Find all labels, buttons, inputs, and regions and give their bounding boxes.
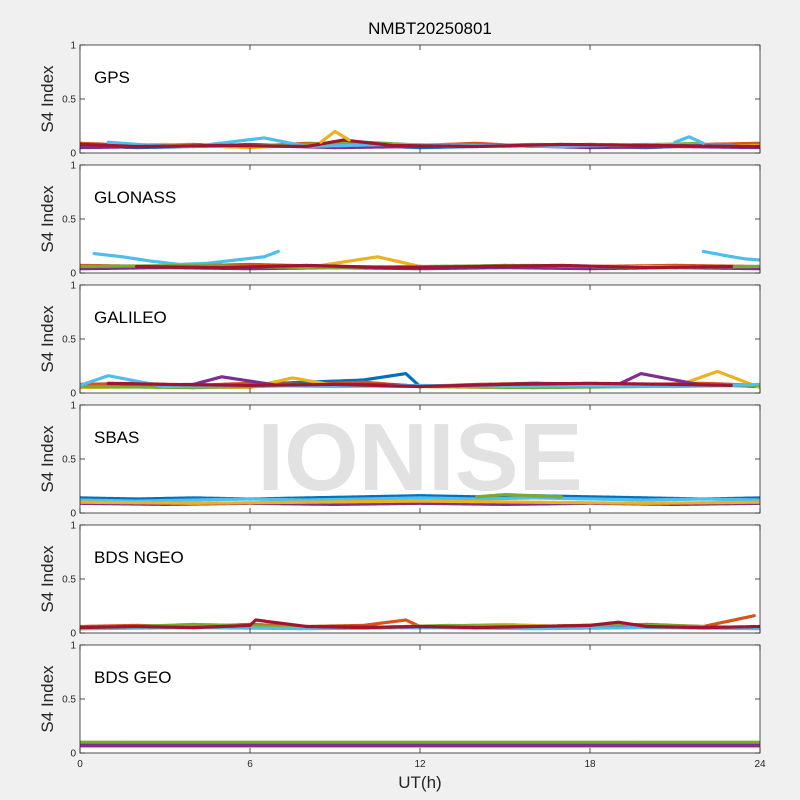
plot-area bbox=[80, 165, 760, 273]
y-tick-label: 0 bbox=[70, 269, 76, 280]
y-tick-label: 1 bbox=[70, 401, 76, 412]
y-tick-label: 1 bbox=[70, 161, 76, 172]
y-tick-label: 0.5 bbox=[62, 215, 76, 226]
panels: 0 0.5 1 GPS S4 Index 0 0.5 1 GLONASS S4 Index 0 0.5… bbox=[38, 41, 766, 771]
panel-glonass: 0 0.5 1 GLONASS S4 Index bbox=[38, 161, 761, 280]
series-track-8 bbox=[673, 135, 705, 145]
y-axis-title: S4 Index bbox=[38, 425, 57, 493]
plot-area bbox=[80, 645, 760, 753]
y-axis-title: S4 Index bbox=[38, 65, 57, 133]
panel-bds-geo: 0 0.5 1 0 6 12 18 24 BDS GEO S4 Index bbox=[38, 641, 766, 771]
series-track-1 bbox=[701, 249, 760, 262]
y-tick-label: 0 bbox=[70, 149, 76, 160]
panel-galileo: 0 0.5 1 GALILEO S4 Index bbox=[38, 281, 761, 400]
x-tick-label: 12 bbox=[414, 759, 426, 770]
x-tick-label: 18 bbox=[584, 759, 596, 770]
x-tick-label: 24 bbox=[754, 759, 766, 770]
y-tick-label: 0.5 bbox=[62, 335, 76, 346]
x-tick-label: 0 bbox=[77, 759, 83, 770]
x-tick-label: 6 bbox=[247, 759, 253, 770]
series-track-7 bbox=[135, 263, 734, 270]
data-tracks bbox=[80, 614, 760, 631]
y-axis-title: S4 Index bbox=[38, 305, 57, 373]
series-track-6 bbox=[80, 138, 760, 149]
series-track-6 bbox=[106, 381, 734, 389]
x-axis-title: UT(h) bbox=[398, 773, 441, 792]
data-tracks bbox=[80, 369, 760, 390]
y-tick-label: 1 bbox=[70, 41, 76, 52]
data-tracks bbox=[80, 740, 760, 749]
panel-label: GLONASS bbox=[94, 188, 176, 207]
y-tick-label: 1 bbox=[70, 521, 76, 532]
panel-bds-ngeo: 0 0.5 1 BDS NGEO S4 Index bbox=[38, 521, 761, 640]
panel-label: BDS NGEO bbox=[94, 548, 184, 567]
panel-sbas: 0 0.5 1 SBAS S4 Index bbox=[38, 401, 761, 520]
panel-label: GALILEO bbox=[94, 308, 167, 327]
series-track-3 bbox=[80, 499, 760, 505]
y-tick-label: 0.5 bbox=[62, 695, 76, 706]
series-track-4 bbox=[475, 493, 564, 499]
y-tick-label: 1 bbox=[70, 281, 76, 292]
y-axis-title: S4 Index bbox=[38, 545, 57, 613]
series-track-6 bbox=[80, 618, 760, 630]
watermark: IONISE bbox=[257, 404, 582, 511]
y-tick-label: 0 bbox=[70, 629, 76, 640]
figure-title: NMBT20250801 bbox=[368, 19, 492, 38]
series-track-1 bbox=[80, 496, 760, 503]
panel-gps: 0 0.5 1 GPS S4 Index bbox=[38, 41, 761, 160]
y-axis-title: S4 Index bbox=[38, 185, 57, 253]
plot-area bbox=[80, 525, 760, 633]
y-tick-label: 0 bbox=[70, 509, 76, 520]
panel-label: BDS GEO bbox=[94, 668, 171, 687]
plot-area bbox=[80, 45, 760, 153]
series-track-7 bbox=[319, 129, 351, 144]
data-tracks bbox=[80, 129, 760, 150]
panel-label: GPS bbox=[94, 68, 130, 87]
y-tick-label: 1 bbox=[70, 641, 76, 652]
panel-label: SBAS bbox=[94, 428, 139, 447]
series-track-0 bbox=[80, 494, 760, 501]
data-tracks bbox=[80, 493, 760, 506]
y-tick-label: 0.5 bbox=[62, 575, 76, 586]
y-tick-label: 0 bbox=[70, 389, 76, 400]
y-axis-title: S4 Index bbox=[38, 665, 57, 733]
y-tick-label: 0.5 bbox=[62, 95, 76, 106]
y-tick-label: 0.5 bbox=[62, 455, 76, 466]
y-tick-label: 0 bbox=[70, 749, 76, 760]
